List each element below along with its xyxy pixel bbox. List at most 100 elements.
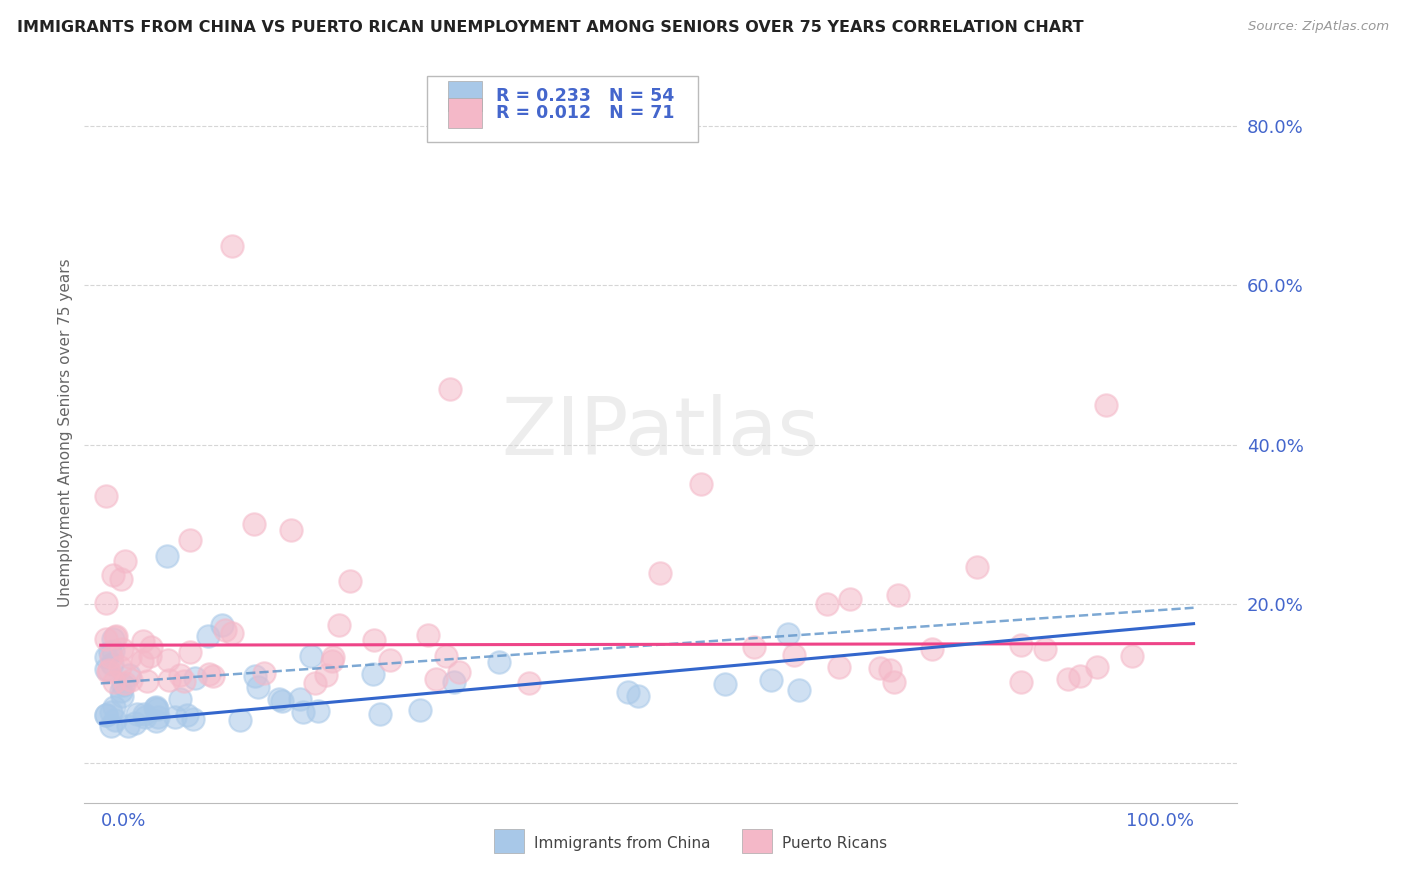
Point <box>650 566 672 580</box>
Point <box>307 704 329 718</box>
Point <box>879 663 901 677</box>
Point <box>776 627 799 641</box>
Point <box>96 596 118 610</box>
Point <box>416 628 439 642</box>
Point <box>380 653 402 667</box>
Point <box>104 630 127 644</box>
Point <box>828 660 851 674</box>
Point <box>141 640 163 655</box>
Point <box>270 694 292 708</box>
Y-axis label: Unemployment Among Seniors over 75 years: Unemployment Among Seniors over 75 years <box>58 259 73 607</box>
Point <box>111 641 134 656</box>
Point <box>269 692 291 706</box>
Point <box>96 708 118 723</box>
Point <box>97 665 120 679</box>
Point <box>789 683 811 698</box>
Point <box>229 713 252 727</box>
Point <box>921 642 943 657</box>
Point <box>245 669 267 683</box>
Point <box>883 675 905 690</box>
Point <box>104 714 127 728</box>
Point <box>1010 675 1032 690</box>
Point <box>197 629 219 643</box>
Point <box>169 668 191 682</box>
Point <box>363 632 385 647</box>
Point <box>409 703 432 717</box>
Point <box>288 692 311 706</box>
Point <box>176 708 198 723</box>
Point <box>1085 659 1108 673</box>
Point <box>134 710 156 724</box>
Point <box>221 238 243 252</box>
Point <box>127 706 149 721</box>
Point <box>143 701 166 715</box>
Point <box>103 700 125 714</box>
Point <box>242 517 264 532</box>
Point <box>1069 669 1091 683</box>
Text: Source: ZipAtlas.com: Source: ZipAtlas.com <box>1249 20 1389 33</box>
Point <box>221 626 243 640</box>
Point <box>1121 648 1143 663</box>
Point <box>157 673 180 688</box>
Point <box>134 706 156 721</box>
Point <box>131 654 153 668</box>
Text: R = 0.012   N = 71: R = 0.012 N = 71 <box>496 103 675 122</box>
Point <box>299 648 322 663</box>
Point <box>96 649 118 664</box>
Point <box>110 689 132 703</box>
Point <box>103 675 125 690</box>
Point <box>1010 638 1032 652</box>
Point <box>101 632 124 646</box>
Point <box>1033 642 1056 657</box>
Point <box>114 554 136 568</box>
Point <box>179 533 201 547</box>
FancyBboxPatch shape <box>741 830 772 853</box>
Point <box>105 629 128 643</box>
Point <box>815 597 838 611</box>
FancyBboxPatch shape <box>447 98 482 128</box>
Point <box>202 669 225 683</box>
Point <box>96 632 118 646</box>
Point <box>184 671 207 685</box>
Point <box>328 618 350 632</box>
Point <box>322 650 344 665</box>
Point <box>517 676 540 690</box>
Point <box>253 665 276 680</box>
Point <box>136 674 159 689</box>
Point <box>110 683 132 698</box>
Text: R = 0.233   N = 54: R = 0.233 N = 54 <box>496 87 675 104</box>
Point <box>211 617 233 632</box>
Point <box>434 649 457 664</box>
Point <box>439 382 461 396</box>
Point <box>1095 398 1118 412</box>
FancyBboxPatch shape <box>427 76 697 143</box>
Point <box>839 592 862 607</box>
Point <box>449 665 471 679</box>
Point <box>179 645 201 659</box>
Point <box>101 643 124 657</box>
Point <box>783 648 806 662</box>
Point <box>280 523 302 537</box>
Point <box>488 655 510 669</box>
Point <box>627 690 650 704</box>
Point <box>361 667 384 681</box>
Text: ZIPatlas: ZIPatlas <box>502 393 820 472</box>
Point <box>246 680 269 694</box>
Point <box>108 660 131 674</box>
Point <box>145 714 167 728</box>
Point <box>118 667 141 681</box>
Point <box>101 657 124 672</box>
Point <box>742 640 765 654</box>
Text: 100.0%: 100.0% <box>1126 813 1194 830</box>
Point <box>100 705 122 719</box>
Point <box>321 655 343 669</box>
Point <box>214 623 236 637</box>
Text: Puerto Ricans: Puerto Ricans <box>782 836 887 851</box>
FancyBboxPatch shape <box>494 830 523 853</box>
Point <box>425 672 447 686</box>
Point <box>443 675 465 690</box>
Point <box>1057 672 1080 686</box>
FancyBboxPatch shape <box>447 81 482 111</box>
Text: IMMIGRANTS FROM CHINA VS PUERTO RICAN UNEMPLOYMENT AMONG SENIORS OVER 75 YEARS C: IMMIGRANTS FROM CHINA VS PUERTO RICAN UN… <box>17 20 1084 35</box>
Point <box>887 588 910 602</box>
